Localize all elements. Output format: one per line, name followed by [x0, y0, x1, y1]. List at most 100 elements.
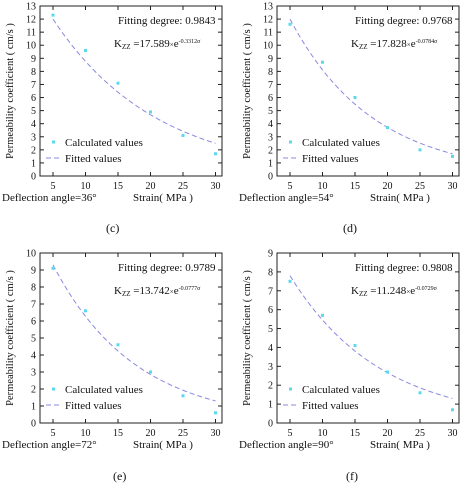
- fitting-degree-text: Fitting degree: 0.9843: [118, 15, 216, 27]
- x-tick-label: 25: [415, 428, 425, 439]
- equation-x-operator: ×: [406, 288, 410, 296]
- panel-label-f: (f): [346, 469, 358, 483]
- x-tick-label: 10: [318, 428, 328, 439]
- x-tick-label: 30: [448, 428, 458, 439]
- equation-base: e: [411, 38, 416, 50]
- x-tick-label: 5: [51, 181, 56, 192]
- y-tick-label: 7: [31, 300, 36, 311]
- y-tick-label: 7: [268, 80, 273, 91]
- x-tick-label: 10: [81, 428, 91, 439]
- calculated-value-point: [149, 370, 152, 374]
- y-tick-label: 2: [268, 381, 273, 392]
- legend-label-fitted: Fitted values: [302, 400, 359, 412]
- y-tick-label: 8: [268, 67, 273, 78]
- equation-base: e: [410, 285, 415, 297]
- y-tick-label: 6: [31, 317, 36, 328]
- y-tick-label: 10: [26, 41, 36, 52]
- y-tick-label: 4: [31, 119, 36, 130]
- fitted-values-line: [52, 264, 216, 402]
- legend-label-calculated: Calculated values: [302, 137, 380, 149]
- equation-k: K: [351, 285, 359, 297]
- y-tick-label: 10: [26, 249, 36, 260]
- calculated-value-point: [116, 81, 120, 85]
- y-tick-label: 8: [268, 267, 273, 278]
- x-tick-label: 15: [350, 428, 360, 439]
- x-tick-label: 30: [211, 428, 221, 439]
- legend-marker-calculated: [52, 140, 55, 144]
- equation-coefficient: =13.742: [131, 285, 170, 297]
- y-tick-label: 9: [31, 54, 36, 65]
- x-tick-label: 5: [288, 428, 293, 439]
- calculated-value-point: [288, 279, 292, 283]
- legend-marker-calculated: [52, 387, 55, 391]
- y-axis-label: Permeability coefficient ( cm/s ): [242, 270, 253, 406]
- y-tick-label: 0: [268, 172, 273, 183]
- x-axis-label-left: Deflection angle=36°: [2, 192, 97, 204]
- legend-label-fitted: Fitted values: [65, 400, 122, 412]
- x-tick-label: 15: [113, 181, 123, 192]
- panel-label-d: (d): [343, 221, 357, 235]
- calculated-value-point: [51, 13, 55, 17]
- calculated-value-point: [288, 22, 292, 26]
- x-axis-label: Strain( MPa ): [370, 439, 430, 451]
- y-tick-label: 0: [268, 419, 273, 430]
- calculated-value-point: [418, 391, 422, 395]
- equation-coefficient: =17.828: [368, 38, 408, 50]
- equation-base: e: [174, 38, 179, 50]
- y-tick-label: 9: [31, 266, 36, 277]
- equation-coefficient: =11.248: [368, 285, 407, 297]
- y-axis-label: Permeability coefficient ( cm/s ): [5, 270, 16, 406]
- y-tick-label: 4: [268, 119, 273, 130]
- plot-frame: [276, 252, 460, 424]
- y-tick-label: 2: [31, 145, 36, 156]
- y-tick-label: 7: [31, 80, 36, 91]
- x-tick-label: 25: [178, 428, 188, 439]
- fitted-values-line: [289, 18, 453, 155]
- equation-x-operator: ×: [170, 288, 174, 296]
- x-tick-label: 10: [318, 181, 328, 192]
- equation-subscript: ZZ: [359, 290, 368, 298]
- legend-label-calculated: Calculated values: [65, 384, 143, 396]
- chart-panel-e: 5 10 15 20 25 30 0 1 2 3 4 5 6 7 8 9 10 Permeability coef…: [0, 247, 237, 494]
- y-tick-label: 4: [268, 343, 273, 354]
- y-tick-label: 1: [268, 400, 273, 411]
- y-axis-label: Permeability coefficient ( cm/s ): [242, 23, 253, 159]
- y-tick-label: 3: [31, 368, 36, 379]
- equation-x-operator: ×: [170, 41, 174, 49]
- y-tick-label: 0: [31, 172, 36, 183]
- x-tick-label: 25: [178, 181, 188, 192]
- calculated-value-point: [214, 411, 217, 415]
- chart-panel-c: 5 10 15 20 25 30 0 1 2 3 4 5 6 7 8 9 10 11 12 13 Permeabilit…: [0, 0, 237, 247]
- legend-marker-calculated: [289, 387, 292, 391]
- y-tick-label: 1: [31, 158, 36, 169]
- equation-k: K: [114, 38, 122, 50]
- chart-panel-f: 5 10 15 20 25 30 0 1 2 3 4 5 6 7 8 9 Permeability coeffi…: [237, 247, 474, 494]
- equation-subscript: ZZ: [359, 43, 368, 51]
- equation-coefficient: =17.589: [131, 38, 171, 50]
- y-tick-label: 13: [26, 2, 36, 13]
- y-tick-label: 10: [263, 41, 273, 52]
- fitting-degree-text: Fitting degree: 0.9808: [355, 262, 453, 274]
- x-tick-label: 20: [146, 428, 156, 439]
- chart-svg-c: 5 10 15 20 25 30012345678910111213Permeabilit…: [2, 2, 223, 204]
- fitting-degree-text: Fitting degree: 0.9789: [118, 262, 216, 274]
- legend-label-fitted: Fitted values: [302, 153, 359, 165]
- equation-exponent: -0.0729σ: [415, 286, 437, 292]
- equation-k: K: [351, 38, 359, 50]
- y-tick-label: 12: [263, 15, 273, 26]
- x-axis-label: Strain( MPa ): [133, 192, 193, 204]
- y-tick-label: 11: [263, 28, 273, 39]
- calculated-value-point: [451, 408, 454, 412]
- calculated-value-point: [353, 344, 357, 348]
- equation-subscript: ZZ: [122, 290, 131, 298]
- y-tick-label: 2: [31, 385, 36, 396]
- y-tick-label: 8: [31, 283, 36, 294]
- chart-svg-d: 5 10 15 20 25 30012345678910111213Permeabilit…: [239, 2, 460, 204]
- equation-exponent: -0.0784σ: [416, 39, 438, 45]
- calculated-value-point: [84, 309, 87, 313]
- y-tick-label: 3: [31, 132, 36, 143]
- calculated-value-point: [353, 96, 357, 100]
- x-axis-label: Strain( MPa ): [370, 192, 430, 204]
- y-axis-label: Permeability coefficient ( cm/s ): [5, 23, 16, 159]
- y-tick-label: 3: [268, 132, 273, 143]
